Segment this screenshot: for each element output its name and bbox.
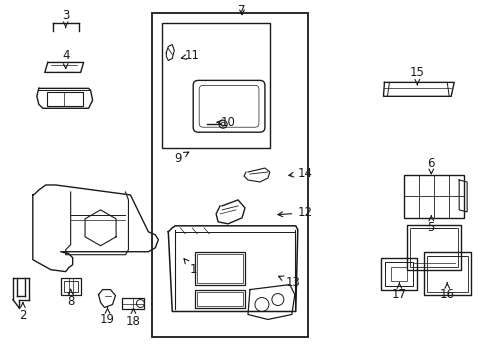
Text: 4: 4	[62, 49, 69, 68]
Bar	[122, 298, 144, 310]
Text: 9: 9	[174, 152, 188, 165]
Text: 16: 16	[439, 283, 454, 301]
Bar	[195, 252, 244, 285]
Text: 19: 19	[100, 307, 115, 326]
Text: 15: 15	[409, 66, 424, 85]
Text: 8: 8	[67, 289, 74, 308]
Text: 5: 5	[427, 216, 434, 234]
Bar	[381, 258, 416, 289]
Text: 11: 11	[181, 49, 199, 62]
Bar	[162, 23, 269, 148]
Text: 6: 6	[427, 157, 434, 174]
Bar	[409, 228, 457, 267]
Text: 18: 18	[126, 309, 141, 328]
Bar	[197, 254, 243, 283]
Bar	[61, 278, 81, 294]
Text: 10: 10	[217, 116, 235, 129]
Text: 3: 3	[62, 9, 69, 28]
Bar	[390, 267, 407, 280]
Text: 2: 2	[19, 303, 26, 322]
Bar	[404, 175, 463, 218]
Text: 13: 13	[278, 276, 300, 289]
Bar	[385, 262, 412, 285]
Bar	[197, 292, 243, 306]
Text: 12: 12	[277, 206, 312, 219]
Text: 7: 7	[238, 4, 245, 17]
Bar	[407, 225, 460, 270]
Bar	[427, 256, 467, 292]
Bar	[195, 289, 244, 307]
Bar	[63, 280, 78, 292]
Text: 14: 14	[288, 167, 312, 180]
Text: 17: 17	[391, 283, 406, 301]
Bar	[152, 13, 307, 337]
Bar	[424, 252, 470, 294]
Text: 1: 1	[183, 258, 197, 276]
Bar	[47, 92, 82, 106]
